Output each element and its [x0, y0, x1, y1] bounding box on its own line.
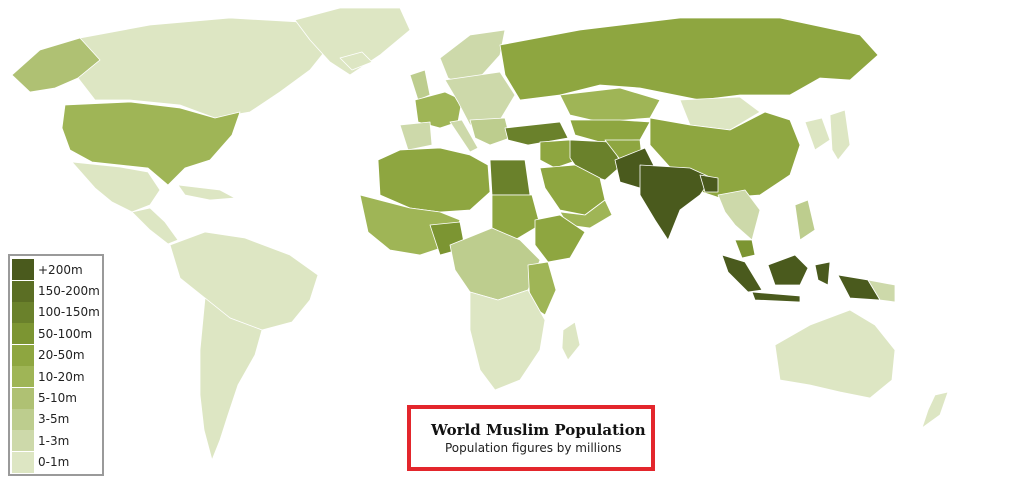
region-south-america-north	[169, 231, 319, 331]
legend-swatch	[12, 301, 34, 323]
map-subtitle: Population figures by millions	[445, 441, 622, 455]
legend-swatch	[12, 366, 34, 388]
region-madagascar	[561, 321, 581, 361]
map-legend: +200m 150-200m 100-150m 50-100m 20-50m 1…	[8, 254, 104, 476]
region-australia	[774, 309, 896, 399]
legend-swatch	[12, 408, 34, 430]
legend-item-150-200m: 150-200m	[12, 280, 100, 302]
region-northwest-africa	[377, 147, 491, 213]
region-philippines	[794, 199, 816, 241]
region-japan	[829, 109, 851, 161]
region-sumatra	[721, 254, 763, 293]
legend-label: 5-10m	[38, 391, 77, 406]
legend-item-0-1m: 0-1m	[12, 451, 100, 473]
legend-item-100-150m: 100-150m	[12, 301, 100, 323]
region-italy	[449, 119, 479, 153]
region-mainland-southeast-asia	[717, 189, 761, 241]
region-syria-iraq	[539, 139, 579, 169]
region-papua-new-guinea	[867, 279, 896, 303]
region-kazakhstan	[559, 87, 661, 123]
region-caribbean	[177, 184, 236, 201]
region-balkans	[469, 117, 511, 146]
region-united-states	[61, 101, 241, 186]
region-mongolia	[679, 96, 761, 131]
legend-item-200m-plus: +200m	[12, 259, 100, 281]
legend-swatch	[12, 387, 34, 409]
region-bangladesh	[699, 174, 719, 193]
legend-item-20-50m: 20-50m	[12, 344, 100, 366]
map-title: World Muslim Population	[431, 421, 646, 439]
region-india	[639, 164, 713, 241]
legend-swatch	[12, 259, 34, 281]
region-south-america-south	[199, 297, 263, 461]
region-uk	[409, 69, 431, 101]
legend-swatch	[12, 430, 34, 452]
region-sudan	[491, 194, 541, 241]
legend-swatch	[12, 344, 34, 366]
legend-item-10-20m: 10-20m	[12, 366, 100, 388]
region-horn-of-africa	[534, 214, 586, 263]
region-new-zealand	[921, 391, 949, 429]
legend-label: 3-5m	[38, 412, 70, 427]
region-sulawesi	[814, 261, 831, 286]
legend-label: 50-100m	[38, 326, 93, 341]
region-canada	[77, 17, 331, 119]
legend-item-50-100m: 50-100m	[12, 323, 100, 345]
legend-item-5-10m: 5-10m	[12, 387, 100, 409]
region-mexico	[71, 161, 161, 213]
legend-label: 1-3m	[38, 433, 70, 448]
region-greenland	[294, 7, 411, 76]
legend-label: 10-20m	[38, 369, 85, 384]
legend-item-3-5m: 3-5m	[12, 408, 100, 430]
region-korea-japan	[804, 117, 831, 151]
region-egypt	[489, 159, 531, 196]
legend-label: 150-200m	[38, 284, 100, 299]
region-borneo	[767, 254, 809, 286]
legend-label: 0-1m	[38, 455, 70, 470]
legend-swatch	[12, 451, 34, 473]
region-iceland	[339, 51, 373, 71]
legend-label: 20-50m	[38, 348, 85, 363]
region-malaysia	[734, 239, 756, 259]
region-russia	[499, 17, 879, 101]
region-central-america	[131, 207, 179, 245]
region-java	[751, 291, 801, 303]
legend-label: 100-150m	[38, 305, 100, 320]
legend-swatch	[12, 280, 34, 302]
legend-item-1-3m: 1-3m	[12, 430, 100, 452]
region-southern-africa	[469, 289, 546, 391]
region-iberia	[399, 121, 433, 151]
map-title-box: World Muslim Population Population figur…	[407, 405, 655, 471]
legend-swatch	[12, 323, 34, 345]
legend-label: +200m	[38, 262, 83, 277]
region-central-asia	[569, 119, 651, 143]
